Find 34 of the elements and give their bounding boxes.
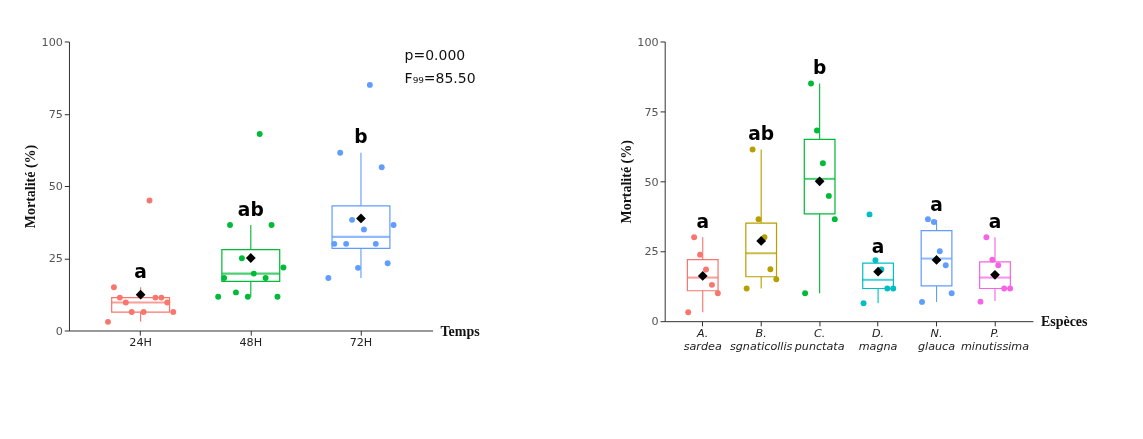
y-tick-label: 50: [644, 175, 659, 189]
y-tick-label: 0: [55, 324, 63, 338]
x-tick-label: N. glauca: [917, 326, 956, 353]
y-tick-label: 50: [48, 180, 63, 194]
annotation: a: [988, 210, 1002, 232]
annotation: a: [871, 236, 885, 258]
x-tick-label: 24H: [129, 335, 152, 349]
x-tick-label: 72H: [349, 335, 373, 349]
annotation: a: [930, 193, 943, 215]
y-tick-label: 25: [644, 245, 659, 259]
y-tick-label: 0: [651, 315, 659, 329]
x-tick-label: C. punctata: [793, 326, 845, 353]
annotation: b: [812, 57, 827, 79]
y-tick-label: 25: [48, 252, 63, 266]
x-tick-label: D. magna: [858, 326, 898, 353]
annotation: a: [134, 260, 147, 282]
annotation: b: [354, 126, 368, 148]
x-tick-label: P. minutissima: [960, 326, 1030, 353]
y-tick-label: 75: [644, 105, 659, 119]
annotation: a: [696, 210, 710, 232]
x-axis-title: Temps: [440, 323, 481, 339]
x-tick-label: 48H: [239, 335, 263, 349]
y-tick-label: 75: [48, 107, 63, 121]
x-tick-label: B. sgnaticollis: [729, 326, 793, 353]
y-axis-title: Mortalité (%): [618, 139, 635, 224]
y-axis-title: Mortalité (%): [23, 144, 40, 229]
x-axis-title: Espèces: [1040, 314, 1089, 330]
annotation: ab: [748, 123, 775, 145]
y-tick-label: 100: [637, 35, 659, 49]
annotation: F₉₉=85.50: [404, 69, 476, 86]
annotation: p=0.000: [404, 47, 466, 64]
x-tick-label: A. sardea: [683, 326, 722, 353]
y-tick-label: 100: [41, 35, 63, 49]
annotation: ab: [237, 198, 264, 220]
